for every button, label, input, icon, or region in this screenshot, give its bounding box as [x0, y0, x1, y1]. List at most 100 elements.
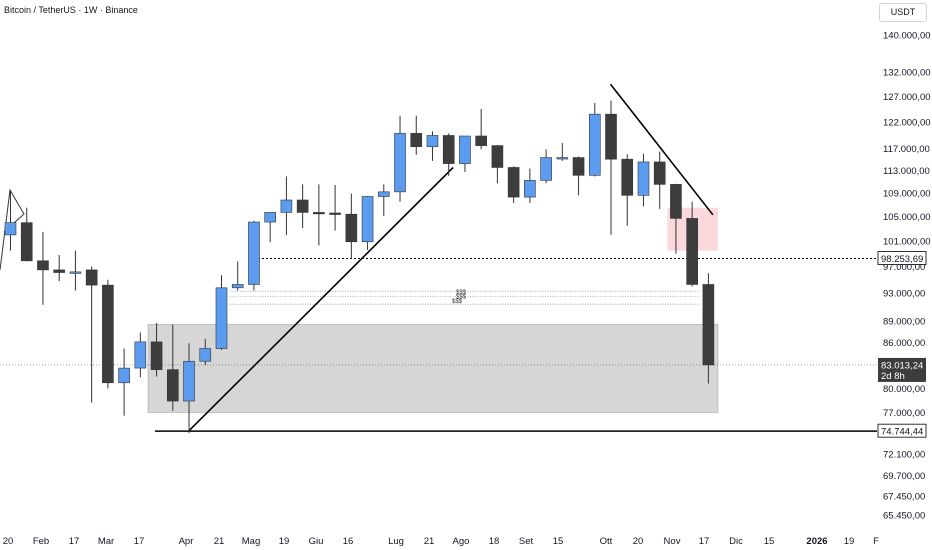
candle [410, 115, 423, 155]
liquidity-mark: $$$ [456, 290, 467, 296]
x-tick-label: Ott [600, 536, 613, 547]
x-tick-label: Set [519, 536, 534, 547]
level-tag-upper: 98.253,69 [877, 251, 927, 265]
candle-body-down [475, 135, 487, 146]
current-price-countdown: 2d 8h [881, 371, 905, 382]
candle [37, 231, 49, 305]
y-tick-label: 77.000,00 [883, 408, 925, 419]
y-tick-label: 117.000,00 [883, 144, 930, 155]
candle [442, 133, 455, 176]
y-tick-label: 122.000,00 [883, 117, 931, 128]
x-tick-label: 2026 [806, 536, 827, 547]
trendline [609, 83, 714, 216]
candle [670, 183, 682, 254]
candle-body-down [442, 135, 455, 164]
y-tick-label: 67.450,00 [883, 491, 925, 502]
x-tick-label: F [873, 536, 879, 547]
candle [572, 156, 585, 196]
y-tick-label: 65.450,00 [883, 511, 925, 522]
y-tick-label: 101.000,00 [883, 237, 931, 248]
candle [280, 176, 293, 235]
x-tick-label: 15 [553, 536, 564, 547]
x-tick-label: Ago [453, 536, 470, 547]
candle-body-up [215, 287, 228, 349]
candle-body-up [361, 196, 374, 243]
candle-body-up [394, 133, 406, 193]
trendline [187, 166, 454, 432]
candle [20, 207, 33, 262]
liquidity-mark: $$$ [452, 299, 463, 305]
candle [167, 324, 179, 411]
candle-body-down [491, 145, 504, 168]
x-tick-label: 15 [764, 536, 775, 547]
liquidity-mark: $$$ [456, 294, 467, 300]
candle-body-down [167, 369, 179, 402]
candle-body-up [556, 157, 569, 160]
candle [637, 153, 650, 207]
candle-body-up [118, 367, 130, 384]
candle-body-up [69, 271, 82, 274]
y-tick-label: 93.000,00 [883, 289, 925, 300]
candle [459, 135, 471, 172]
candle [540, 149, 552, 184]
candle [199, 338, 212, 366]
candle-body-down [507, 167, 520, 198]
candle [702, 273, 715, 384]
candle [231, 261, 244, 291]
x-tick-label: Feb [33, 536, 49, 547]
x-tick-label: 21 [214, 536, 225, 547]
current-price-value: 83.013,24 [881, 360, 923, 371]
y-tick-label: 105.000,00 [883, 212, 931, 223]
candle [264, 212, 276, 243]
chart-title: Bitcoin / TetherUS · 1W · Binance [4, 5, 138, 15]
level-tag-lower-text: 74.744,44 [881, 427, 923, 438]
candle [329, 184, 341, 231]
candle-body-down [605, 113, 617, 160]
y-tick-label: 113.000,00 [883, 166, 930, 177]
y-tick-label: 109.000,00 [883, 189, 931, 200]
candle [4, 190, 17, 251]
candle [118, 348, 130, 416]
candle [507, 166, 520, 203]
candle [686, 201, 698, 287]
x-tick-label: 17 [699, 536, 710, 547]
candle-body-down [85, 269, 98, 286]
candle-body-up [183, 360, 195, 402]
y-tick-label: 89.000,00 [883, 316, 925, 327]
candle [102, 279, 114, 389]
x-tick-label: 19 [844, 536, 855, 547]
candle [248, 220, 260, 291]
currency-button[interactable]: USDT [879, 3, 927, 22]
x-tick-label: Apr [179, 536, 194, 547]
y-tick-label: 140.000,00 [883, 31, 931, 42]
candle [377, 184, 390, 217]
candle-body-down [702, 284, 715, 366]
candle-body-up [264, 212, 276, 223]
candle-body-down [329, 212, 341, 215]
x-tick-label: Lug [388, 536, 404, 547]
y-tick-label: 80.000,00 [883, 384, 925, 395]
candle [69, 250, 82, 291]
candle-body-down [410, 133, 423, 147]
candle-body-down [150, 341, 163, 370]
candle [475, 109, 487, 150]
x-tick-label: Giu [309, 536, 324, 547]
demand-zone [147, 324, 719, 413]
candle [183, 343, 195, 434]
y-tick-label: 97.000,00 [883, 262, 925, 273]
candle [345, 193, 358, 259]
candle-body-up [540, 157, 552, 181]
candle-body-down [670, 184, 682, 219]
level-tag-upper-text: 98.253,69 [881, 254, 923, 265]
candle-body-up [199, 348, 212, 362]
candle-body-down [686, 218, 698, 285]
candle-body-down [572, 157, 585, 176]
candle-body-up [231, 284, 244, 289]
candle [588, 103, 601, 177]
candle-body-down [20, 222, 33, 262]
candle [53, 255, 65, 282]
candle [296, 184, 309, 229]
candle [361, 195, 374, 250]
